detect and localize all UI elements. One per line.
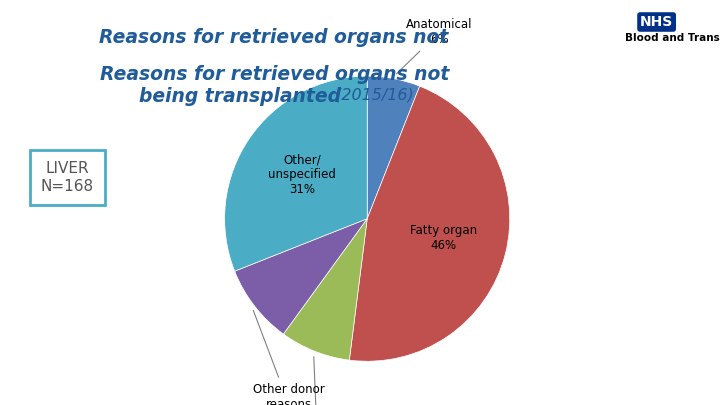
Wedge shape bbox=[235, 219, 367, 334]
Text: LIVER
N=168: LIVER N=168 bbox=[41, 161, 94, 194]
Text: Reasons for retrieved organs not: Reasons for retrieved organs not bbox=[99, 28, 449, 47]
Wedge shape bbox=[367, 76, 420, 219]
Text: being transplanted: being transplanted bbox=[139, 87, 341, 106]
Text: Other donor
reasons
9%: Other donor reasons 9% bbox=[253, 310, 325, 405]
Text: Fatty organ
46%: Fatty organ 46% bbox=[410, 224, 477, 252]
Text: Blood and Transplant: Blood and Transplant bbox=[625, 33, 720, 43]
Wedge shape bbox=[225, 76, 367, 271]
Text: Anatomical
6%: Anatomical 6% bbox=[397, 18, 472, 74]
FancyBboxPatch shape bbox=[30, 150, 105, 205]
Text: Reasons for retrieved organs not: Reasons for retrieved organs not bbox=[100, 65, 450, 84]
Wedge shape bbox=[349, 86, 510, 361]
Wedge shape bbox=[284, 219, 367, 360]
Text: NHS: NHS bbox=[640, 15, 673, 29]
Text: (2015/16): (2015/16) bbox=[330, 87, 414, 102]
Text: Other/
unspecified
31%: Other/ unspecified 31% bbox=[269, 153, 336, 196]
Text: Prolonged
ischaemia
8%: Prolonged ischaemia 8% bbox=[287, 357, 347, 405]
